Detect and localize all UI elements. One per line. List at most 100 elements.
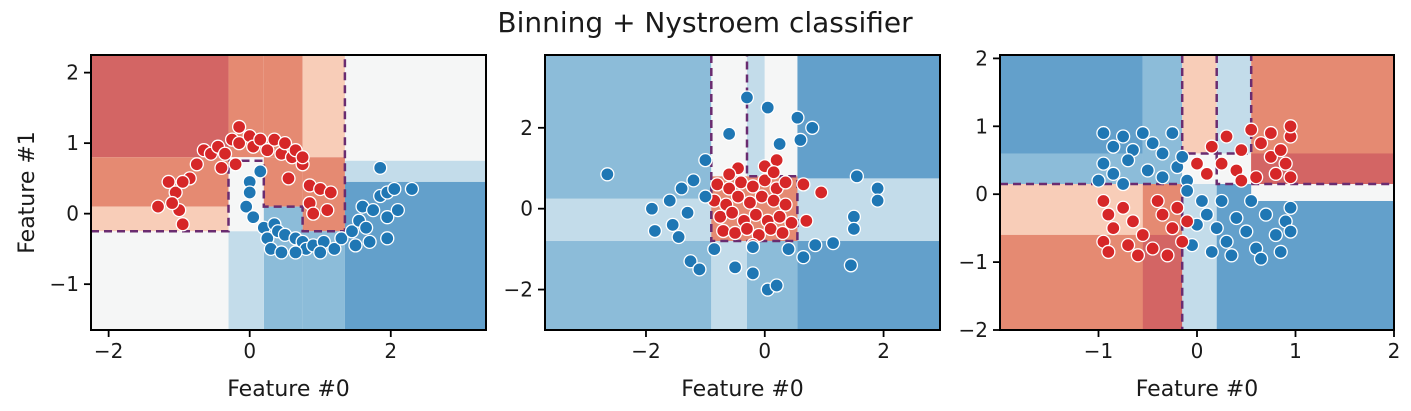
point-class-1: [1244, 122, 1259, 137]
point-class-0: [1106, 139, 1121, 154]
point-class-0: [1155, 146, 1170, 161]
point-class-0: [671, 229, 686, 245]
point-class-0: [334, 231, 349, 246]
point-class-1: [775, 225, 790, 241]
point-class-1: [710, 177, 725, 192]
point-class-0: [380, 231, 395, 246]
point-class-1: [742, 195, 758, 210]
point-class-1: [1170, 200, 1185, 215]
point-class-1: [724, 205, 740, 220]
panel-3: −1 0 1 2 −2 −1 0 1 2 Feature #0: [959, 46, 1401, 402]
point-class-0: [745, 266, 761, 281]
point-class-1: [1278, 156, 1293, 171]
point-class-0: [1268, 227, 1283, 243]
point-class-0: [600, 167, 615, 182]
panel-2: −2 0 2 −2 0 2 Feature #0: [504, 54, 941, 402]
point-class-0: [1283, 200, 1298, 215]
point-class-0: [1115, 129, 1131, 144]
y-tick-label: 0: [520, 197, 533, 221]
point-class-1: [1273, 142, 1288, 158]
point-class-1: [766, 193, 781, 208]
point-class-0: [246, 210, 261, 225]
point-class-0: [825, 235, 841, 251]
point-class-1: [748, 207, 764, 222]
decision-region: [344, 160, 486, 182]
point-class-0: [662, 193, 677, 208]
point-class-1: [1150, 193, 1165, 209]
point-class-0: [793, 132, 808, 148]
point-class-1: [784, 215, 799, 230]
decision-region: [711, 55, 747, 177]
point-class-1: [1101, 244, 1116, 260]
axes-frame: [90, 54, 487, 331]
x-tick-label: −2: [94, 339, 123, 363]
point-class-0: [686, 173, 701, 188]
point-class-1: [721, 167, 737, 182]
point-class-0: [1214, 193, 1229, 209]
point-class-1: [1219, 129, 1234, 144]
point-class-0: [781, 241, 796, 257]
point-class-1: [1135, 227, 1150, 243]
point-class-1: [306, 206, 321, 221]
point-class-0: [1224, 248, 1239, 263]
point-class-1: [739, 221, 755, 237]
point-class-1: [214, 160, 229, 175]
y-tick-label: 2: [66, 61, 79, 85]
x-tick-label: 2: [877, 339, 890, 363]
point-class-1: [799, 213, 814, 228]
point-class-1: [175, 217, 190, 232]
point-class-0: [698, 189, 713, 204]
point-class-0: [760, 100, 775, 115]
point-class-1: [161, 174, 176, 190]
point-class-0: [373, 160, 388, 175]
point-class-1: [1155, 207, 1170, 222]
point-class-1: [757, 173, 772, 188]
point-class-0: [1209, 220, 1224, 236]
point-class-1: [1248, 170, 1264, 185]
panels: −2 0 2 −1 0 1 2 Feature #0 Feature #1 −2 0 2 −2 0 2 Fea…: [15, 46, 1400, 402]
point-class-0: [348, 238, 363, 253]
decision-region: [746, 55, 765, 177]
point-class-0: [1175, 149, 1190, 165]
point-class-0: [1091, 173, 1106, 188]
decision-boundary: [1215, 153, 1394, 186]
plot-area: [91, 55, 486, 330]
point-class-0: [796, 250, 811, 265]
point-class-1: [733, 175, 749, 190]
point-class-1: [1283, 170, 1298, 185]
point-class-0: [698, 152, 713, 168]
decision-region: [344, 55, 486, 161]
point-class-0: [1283, 224, 1298, 239]
point-class-1: [1204, 139, 1219, 154]
point-class-0: [242, 185, 257, 200]
point-class-0: [1194, 193, 1210, 209]
point-class-1: [175, 174, 190, 190]
point-class-1: [730, 189, 746, 204]
point-class-0: [1199, 207, 1214, 222]
x-tick-label: 0: [758, 339, 771, 363]
point-class-1: [766, 165, 781, 180]
y-tick-label: 1: [66, 131, 79, 155]
axes-frame: [544, 54, 941, 331]
point-class-0: [1165, 125, 1180, 141]
point-class-0: [404, 181, 420, 197]
point-class-0: [1120, 153, 1136, 168]
decision-boundary: [91, 55, 347, 233]
point-class-1: [228, 157, 243, 172]
point-class-0: [1180, 183, 1195, 198]
y-tick-label: 1: [975, 114, 988, 138]
decision-region: [1216, 184, 1394, 330]
point-class-1: [1160, 248, 1175, 263]
decision-region: [545, 198, 712, 242]
point-class-1: [778, 175, 793, 190]
x-tick-label: 0: [1191, 339, 1204, 363]
plot-area: [545, 55, 940, 330]
point-class-0: [790, 110, 805, 125]
y-axis-label: Feature #1: [15, 131, 40, 254]
point-class-0: [1115, 176, 1131, 192]
point-class-1: [231, 119, 247, 135]
point-class-0: [1096, 125, 1111, 141]
point-class-0: [362, 234, 377, 250]
point-class-0: [707, 241, 722, 257]
x-axis-label: Feature #0: [1136, 377, 1259, 402]
